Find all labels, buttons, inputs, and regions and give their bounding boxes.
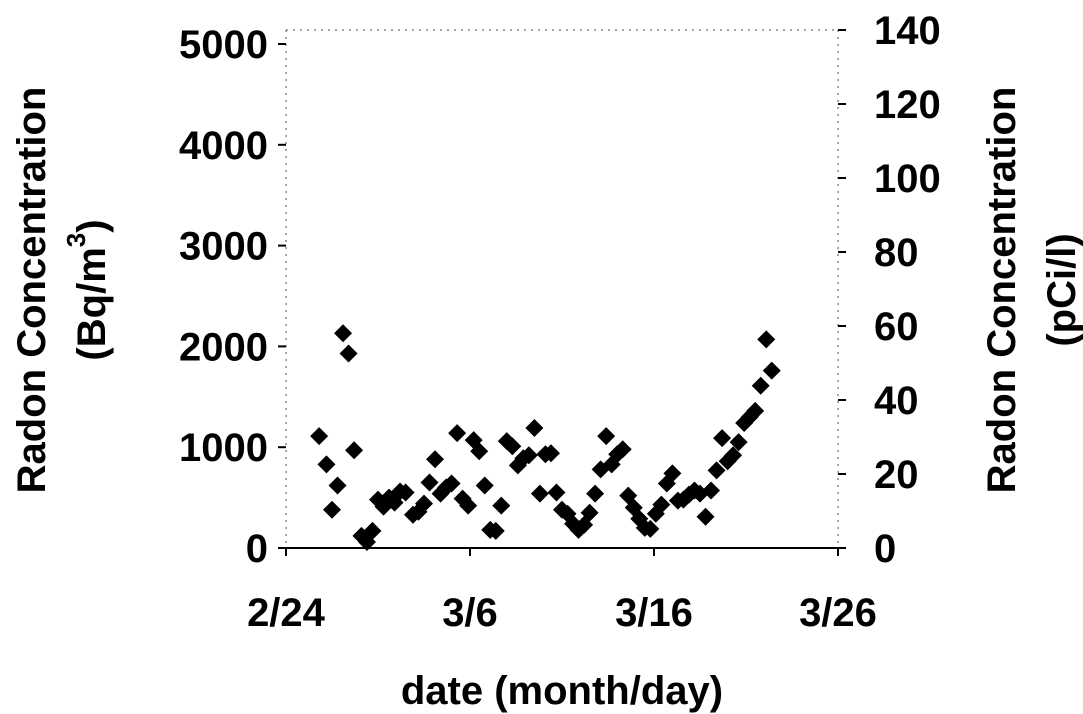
data-point bbox=[470, 442, 489, 461]
left-y-tick-label: 5000 bbox=[179, 23, 268, 67]
data-point bbox=[580, 503, 599, 522]
data-point bbox=[415, 494, 433, 513]
left-y-ticks: 0 1000 2000 3000 4000 5000 bbox=[179, 23, 286, 571]
data-point bbox=[317, 455, 336, 474]
right-y-tick-label: 40 bbox=[874, 379, 919, 423]
left-y-tick-label: 4000 bbox=[179, 124, 268, 168]
left-y-tick-label: 2000 bbox=[179, 325, 268, 369]
data-point bbox=[328, 476, 347, 495]
data-point bbox=[746, 401, 765, 420]
data-point bbox=[420, 473, 439, 492]
right-y-tick-label: 140 bbox=[874, 9, 941, 53]
left-y-axis-title-line1: Radon Concentration bbox=[10, 87, 54, 494]
data-point bbox=[586, 484, 605, 503]
left-y-axis-unit-main: (Bq/m bbox=[70, 247, 114, 360]
data-point bbox=[334, 324, 353, 343]
data-point bbox=[646, 504, 665, 523]
data-point bbox=[323, 500, 341, 519]
left-y-tick-label: 1000 bbox=[179, 426, 268, 470]
data-points bbox=[310, 324, 781, 551]
left-y-axis-title-unit: (Bq/m3) bbox=[61, 219, 114, 360]
data-point bbox=[442, 474, 461, 493]
data-point bbox=[751, 376, 770, 395]
data-point bbox=[339, 344, 358, 363]
right-y-tick-label: 100 bbox=[874, 157, 941, 201]
data-point bbox=[530, 484, 549, 503]
data-point bbox=[541, 444, 560, 463]
data-point bbox=[707, 461, 726, 480]
data-point bbox=[448, 424, 467, 443]
right-y-axis-title-unit: (pCi/l) bbox=[1040, 233, 1083, 346]
right-y-tick-label: 80 bbox=[874, 231, 919, 275]
x-tick-label: 3/26 bbox=[799, 591, 877, 635]
data-point bbox=[310, 427, 329, 446]
x-axis-title: date (month/day) bbox=[401, 669, 723, 713]
x-tick-label: 2/24 bbox=[247, 591, 326, 635]
data-point bbox=[702, 481, 721, 500]
data-point bbox=[486, 521, 505, 540]
data-point bbox=[663, 464, 682, 483]
data-point bbox=[641, 519, 660, 538]
left-y-tick-label: 3000 bbox=[179, 225, 268, 269]
data-point bbox=[503, 437, 522, 456]
data-point bbox=[519, 446, 538, 465]
data-point bbox=[345, 441, 364, 460]
right-y-axis-title-line1: Radon Concentration bbox=[980, 87, 1024, 494]
data-point bbox=[757, 330, 776, 349]
data-point bbox=[547, 483, 566, 502]
svg-text:(Bq/m3): (Bq/m3) bbox=[61, 219, 114, 360]
data-point bbox=[459, 496, 478, 515]
data-point bbox=[724, 446, 743, 465]
data-point bbox=[363, 521, 382, 540]
x-tick-label: 3/16 bbox=[615, 591, 693, 635]
data-point bbox=[729, 433, 748, 452]
left-y-axis-title: Radon Concentration bbox=[10, 87, 54, 494]
left-y-axis-unit-end: ) bbox=[70, 219, 114, 232]
left-y-tick-label: 0 bbox=[246, 527, 268, 571]
right-y-tick-label: 0 bbox=[874, 527, 896, 571]
x-tick-label: 3/6 bbox=[442, 591, 498, 635]
right-y-axis-title-line2: (pCi/l) bbox=[1040, 233, 1083, 346]
data-point bbox=[492, 496, 511, 515]
right-y-axis-title: Radon Concentration bbox=[980, 87, 1024, 494]
data-point bbox=[696, 507, 715, 526]
data-point bbox=[426, 450, 445, 469]
left-y-axis-unit-sup: 3 bbox=[61, 233, 91, 247]
right-y-tick-label: 20 bbox=[874, 453, 919, 497]
right-y-tick-label: 60 bbox=[874, 305, 919, 349]
x-ticks: 2/24 3/6 3/16 3/26 bbox=[247, 548, 877, 635]
right-y-tick-label: 120 bbox=[874, 83, 941, 127]
data-point bbox=[762, 361, 781, 380]
data-point bbox=[475, 476, 494, 495]
right-y-ticks: 0 20 40 60 80 100 120 140 bbox=[838, 9, 941, 571]
data-point bbox=[613, 440, 632, 459]
data-point bbox=[597, 427, 616, 446]
data-point bbox=[713, 429, 732, 448]
data-point bbox=[525, 419, 544, 438]
data-point bbox=[396, 483, 415, 502]
data-point bbox=[652, 495, 671, 514]
